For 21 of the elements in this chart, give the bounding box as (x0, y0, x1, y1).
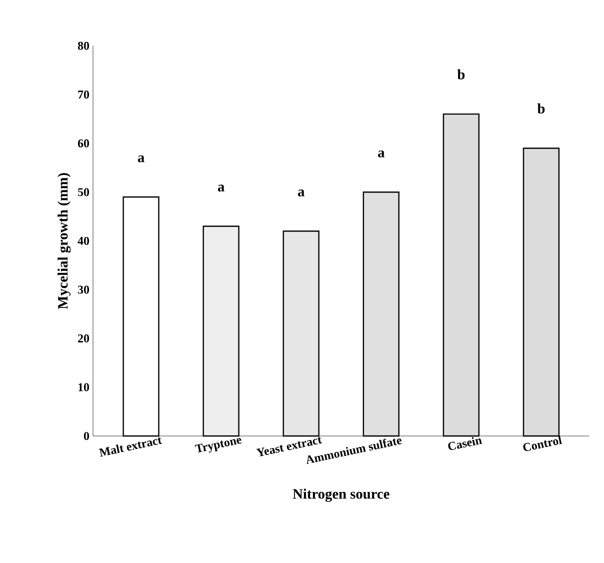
y-tick-label: 0 (84, 432, 90, 440)
annotation: a (298, 190, 304, 196)
y-tick-label: 20 (78, 334, 90, 342)
x-tick-label: Control (523, 436, 562, 452)
x-axis-title: Nitrogen source (292, 488, 390, 502)
annotation: b (457, 69, 465, 80)
annotation: b (537, 103, 545, 114)
x-tick-label: Malt extract (98, 437, 162, 457)
y-tick-label: 80 (78, 42, 90, 50)
annotation: a (218, 184, 224, 192)
y-tick-label: 30 (78, 286, 90, 294)
annotation: a (378, 150, 385, 158)
x-tick-label: Tryptone (194, 438, 242, 453)
y-tick-label: 70 (78, 90, 90, 99)
y-tick-label: 40 (78, 236, 90, 245)
y-tick-label: 60 (78, 139, 90, 148)
y-axis-title: Mycelial growth (mm) (58, 173, 71, 310)
y-tick-label: 50 (78, 188, 90, 196)
y-tick-label: 10 (78, 383, 90, 392)
x-tick-label: Casein (448, 437, 482, 450)
annotation: a (138, 155, 144, 162)
